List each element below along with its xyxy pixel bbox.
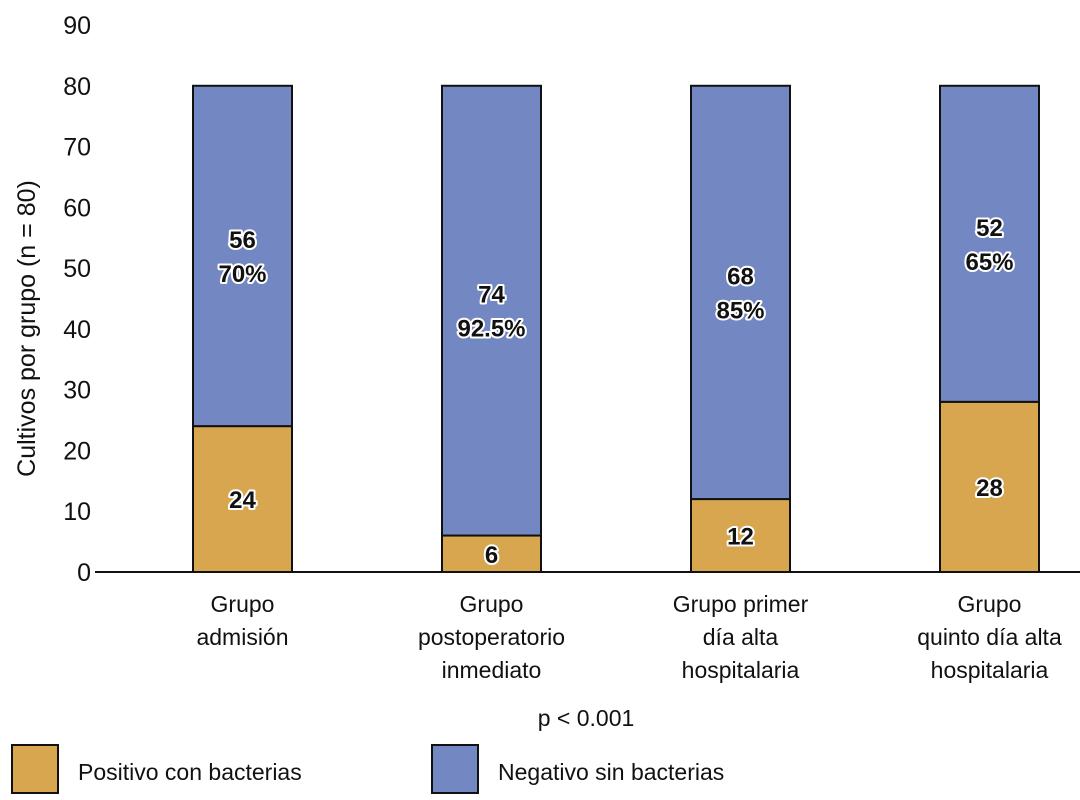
legend-swatch-positive bbox=[11, 744, 59, 794]
data-label: 65% bbox=[965, 249, 1013, 276]
x-category-label: Grupo primer bbox=[673, 591, 809, 617]
y-tick-label: 90 bbox=[63, 12, 91, 40]
x-category-label: quinto día alta bbox=[917, 624, 1062, 650]
y-tick-label: 50 bbox=[63, 255, 91, 283]
data-label: 70% bbox=[218, 261, 266, 288]
bar-segment-negative bbox=[441, 84, 542, 537]
y-tick-label: 20 bbox=[63, 437, 91, 465]
y-tick-label: 40 bbox=[63, 316, 91, 344]
x-category-label: hospitalaria bbox=[682, 657, 800, 683]
y-tick-label: 60 bbox=[63, 194, 91, 222]
legend-label: Positivo con bacterias bbox=[78, 759, 302, 785]
data-label: 68 bbox=[727, 263, 754, 290]
x-category-label: inmediato bbox=[442, 657, 542, 683]
y-tick-label: 30 bbox=[63, 377, 91, 405]
legend-swatch-negative bbox=[431, 744, 479, 794]
data-label: 85% bbox=[716, 297, 764, 324]
x-category-label: Grupo bbox=[958, 591, 1022, 617]
bar-segment-negative bbox=[939, 84, 1040, 403]
data-label: 24 bbox=[229, 487, 256, 514]
data-label: 6 bbox=[485, 542, 498, 569]
y-tick-label: 70 bbox=[63, 134, 91, 162]
bar-segment-negative bbox=[192, 84, 293, 428]
bar-segment-positive bbox=[192, 425, 293, 573]
x-category-label: día alta bbox=[703, 624, 779, 650]
bar-segment-positive bbox=[939, 400, 1040, 574]
p-value-annotation: p < 0.001 bbox=[538, 705, 635, 731]
data-label: 12 bbox=[727, 524, 754, 551]
y-tick-label: 80 bbox=[63, 73, 91, 101]
data-label: 56 bbox=[229, 227, 256, 254]
y-axis-label: Cultivos por grupo (n = 80) bbox=[13, 180, 41, 477]
data-label: 52 bbox=[976, 215, 1003, 242]
x-category-label: admisión bbox=[196, 624, 288, 650]
legend-label: Negativo sin bacterias bbox=[498, 759, 724, 785]
data-label: 28 bbox=[976, 475, 1003, 502]
bar-segment-negative bbox=[690, 84, 791, 501]
data-label: 74 bbox=[478, 282, 505, 309]
x-category-label: Grupo bbox=[211, 591, 275, 617]
y-tick-label: 0 bbox=[77, 559, 91, 587]
data-label: 92.5% bbox=[457, 316, 525, 343]
x-category-label: hospitalaria bbox=[931, 657, 1049, 683]
x-category-label: Grupo bbox=[460, 591, 524, 617]
y-tick-label: 10 bbox=[63, 498, 91, 526]
x-category-label: postoperatorio bbox=[418, 624, 565, 650]
